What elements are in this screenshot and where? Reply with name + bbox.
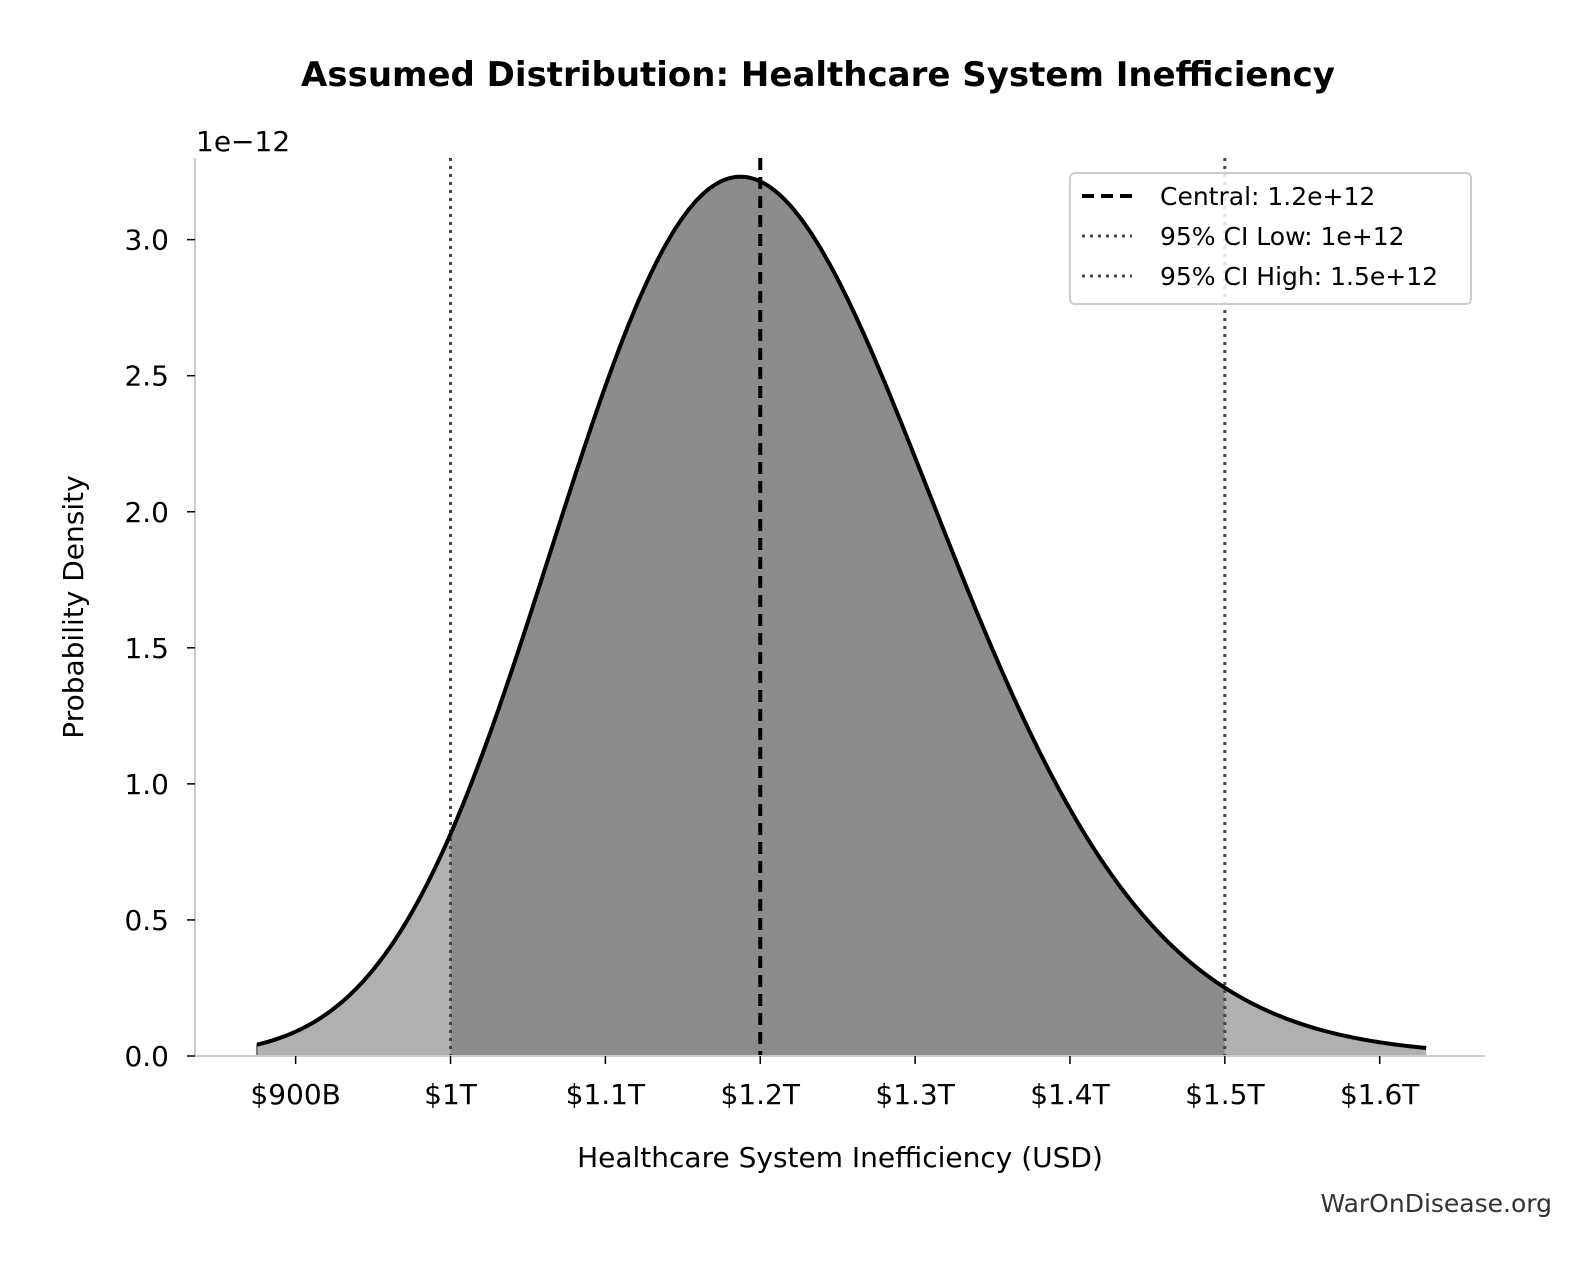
- reference-lines: [449, 158, 1227, 1056]
- y-offset-label: 1e−12: [196, 125, 290, 158]
- x-tick-label: $1.6T: [1340, 1078, 1420, 1111]
- legend-label: 95% CI High: 1.5e+12: [1160, 262, 1438, 291]
- legend-label: 95% CI Low: 1e+12: [1160, 222, 1405, 251]
- x-tick-label: $1.2T: [721, 1078, 801, 1111]
- density-curve: [256, 174, 1427, 1050]
- y-ticks: 0.0 0.5 1.0 1.5 2.0 2.5 3.0: [124, 224, 195, 1073]
- y-axis-label: Probability Density: [57, 475, 90, 738]
- y-tick-label: 2.5: [124, 360, 169, 393]
- ci-fill: [450, 176, 1225, 1056]
- x-tick-label: $900B: [250, 1078, 340, 1111]
- legend-label: Central: 1.2e+12: [1160, 182, 1375, 211]
- density-curve-layer: [256, 174, 1427, 1050]
- x-tick-label: $1T: [424, 1078, 478, 1111]
- legend-box: [1069, 172, 1472, 305]
- y-tick-label: 3.0: [124, 224, 169, 257]
- tail-fill-right: [1224, 987, 1427, 1056]
- watermark: WarOnDisease.org: [1320, 1189, 1552, 1218]
- y-tick-label: 0.0: [124, 1040, 169, 1073]
- density-fills: [255, 176, 1427, 1056]
- x-axis-label: Healthcare System Inefficiency (USD): [577, 1141, 1103, 1174]
- x-tick-label: $1.4T: [1030, 1078, 1110, 1111]
- legend: Central: 1.2e+12 95% CI Low: 1e+12 95% CI …: [1069, 172, 1472, 305]
- y-tick-label: 0.5: [124, 904, 169, 937]
- tail-fill-left: [256, 834, 451, 1056]
- y-tick-label: 2.0: [124, 496, 169, 529]
- y-tick-label: 1.0: [124, 768, 169, 801]
- chart-title: Assumed Distribution: Healthcare System …: [301, 55, 1335, 95]
- x-ticks: $900B $1T $1.1T $1.2T $1.3T $1.4T $1.5T $1.6T: [250, 1056, 1420, 1111]
- x-tick-label: $1.1T: [566, 1078, 646, 1111]
- axes: [194, 158, 1485, 1057]
- y-tick-label: 1.5: [124, 632, 169, 665]
- x-tick-label: $1.3T: [875, 1078, 955, 1111]
- x-tick-label: $1.5T: [1185, 1078, 1265, 1111]
